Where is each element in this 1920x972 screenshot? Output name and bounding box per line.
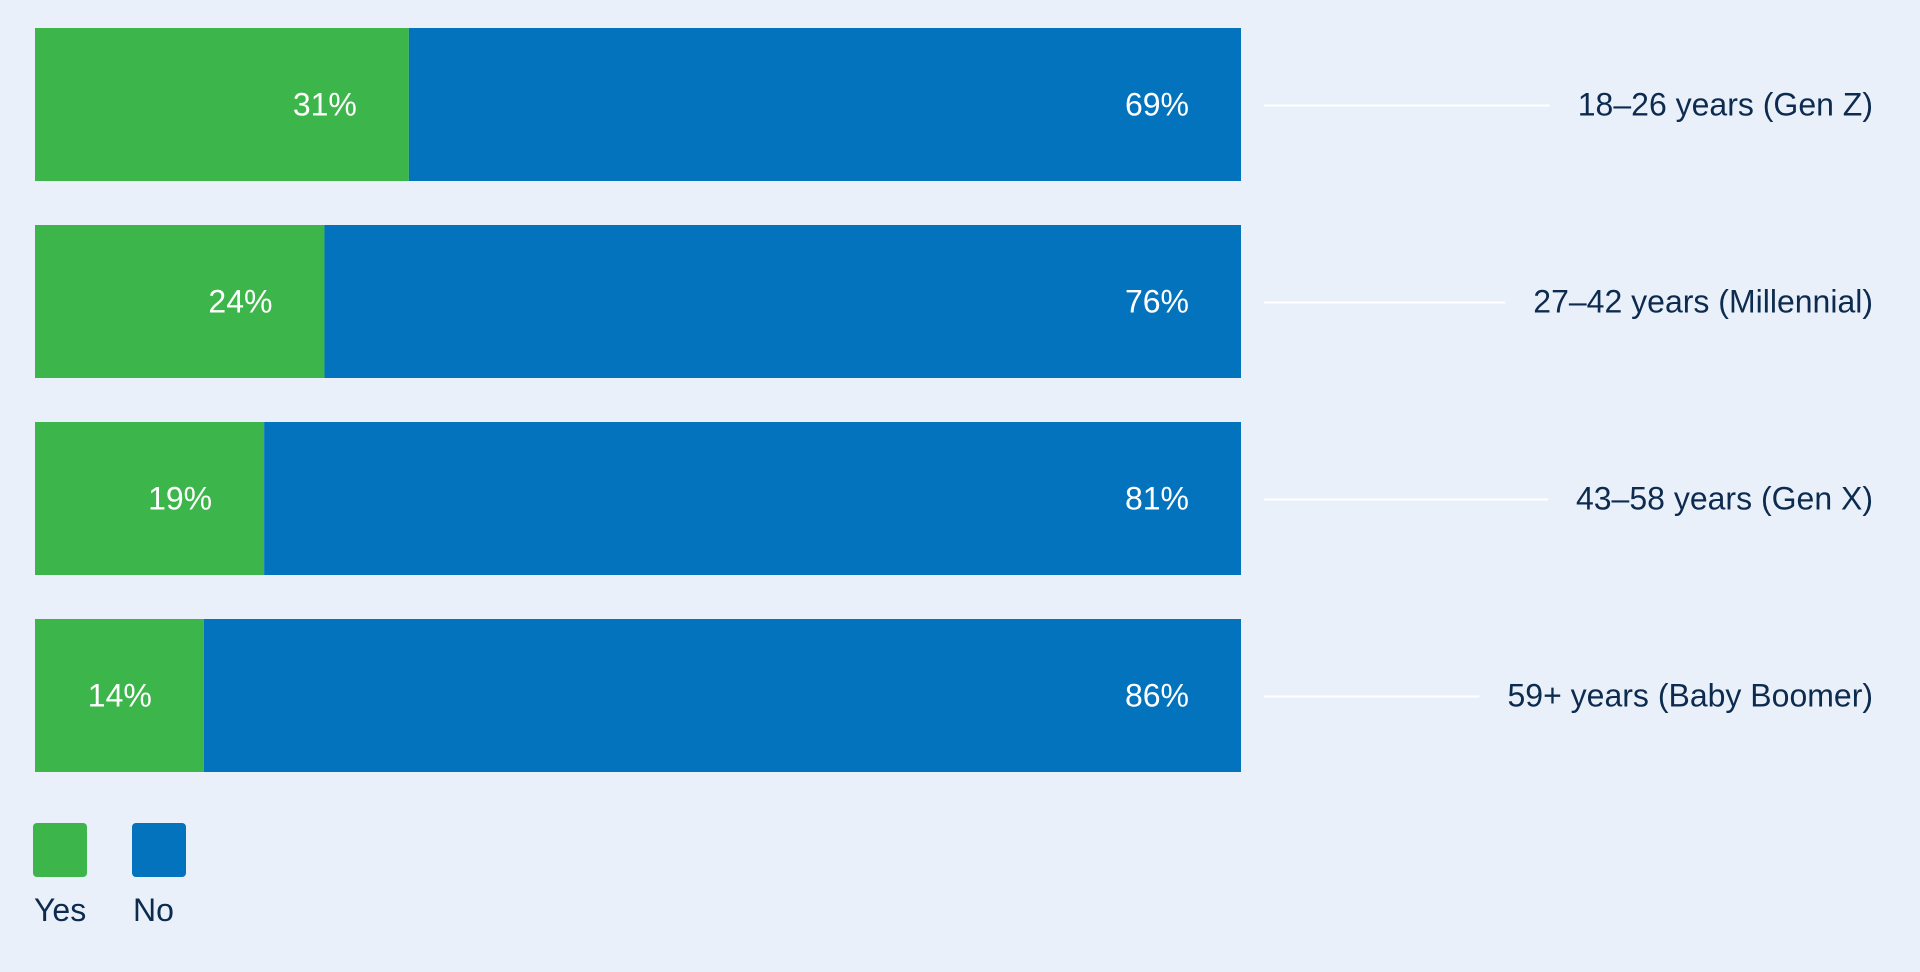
bars-group: 31% 69% 18–26 years (Gen Z) 24% 76% 27–42 yea… [35,28,1873,772]
legend-label: Yes [34,892,86,928]
category-label: 59+ years (Baby Boomer) [1508,678,1874,714]
data-label-no: 69% [1125,87,1189,123]
data-label-yes: 24% [208,284,272,320]
bar-segment-yes [35,28,409,181]
bar-segment-no [408,28,1241,181]
bar-segment-yes [35,422,265,575]
data-label-no: 81% [1125,481,1189,517]
category-label: 27–42 years (Millennial) [1533,284,1873,320]
legend: Yes No [33,823,186,928]
legend-item-yes: Yes [33,823,87,928]
bar-row: 24% 76% 27–42 years (Millennial) [35,225,1873,378]
category-label: 43–58 years (Gen X) [1576,481,1873,517]
bar-segment-no [264,422,1241,575]
legend-swatch [132,823,186,877]
legend-item-no: No [132,823,186,928]
data-label-no: 86% [1125,678,1189,714]
bar-row: 19% 81% 43–58 years (Gen X) [35,422,1873,575]
data-label-yes: 19% [148,481,212,517]
legend-label: No [133,892,174,928]
bar-segment-yes [35,225,325,378]
bar-segment-yes [35,619,204,772]
category-label: 18–26 years (Gen Z) [1578,87,1873,123]
bar-segment-no [203,619,1242,772]
bar-row: 14% 86% 59+ years (Baby Boomer) [35,619,1873,772]
data-label-yes: 31% [293,87,357,123]
data-label-no: 76% [1125,284,1189,320]
legend-swatch [33,823,87,877]
data-label-yes: 14% [88,678,152,714]
bar-segment-no [324,225,1241,378]
bar-row: 31% 69% 18–26 years (Gen Z) [35,28,1873,181]
